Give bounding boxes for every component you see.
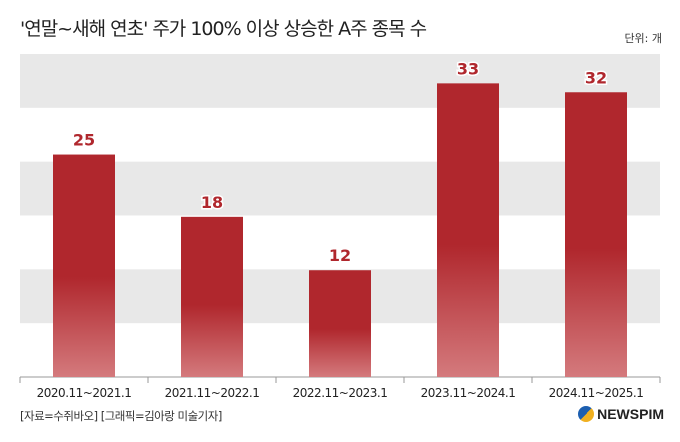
unit-label: 단위: 개	[624, 32, 662, 45]
data-label: 32	[585, 68, 607, 87]
data-label: 18	[201, 193, 223, 212]
grid-band	[20, 161, 660, 216]
logo-icon	[578, 406, 595, 422]
x-tick-label: 2021.11~2022.1	[165, 386, 260, 400]
bar	[309, 270, 371, 377]
x-tick-label: 2020.11~2021.1	[37, 386, 132, 400]
bar	[181, 216, 243, 377]
chart-title: '연말~새해 연초' 주가 100% 이상 상승한 A주 종목 수	[20, 18, 427, 40]
x-tick-label: 2024.11~2025.1	[549, 386, 644, 400]
grid-band	[20, 54, 660, 108]
bar	[437, 83, 499, 377]
x-tick-label: 2022.11~2023.1	[293, 386, 388, 400]
source-credit: [자료=수쥐바오] [그래픽=김아랑 미술기자]	[20, 409, 222, 423]
bar	[53, 154, 115, 377]
newspim-logo: NEWSPIM	[578, 406, 664, 422]
data-label: 25	[73, 131, 95, 150]
data-label: 33	[457, 59, 479, 78]
bar	[565, 92, 627, 377]
logo-text: NEWSPIM	[597, 406, 664, 422]
x-tick-label: 2023.11~2024.1	[421, 386, 516, 400]
data-label: 12	[329, 246, 351, 265]
